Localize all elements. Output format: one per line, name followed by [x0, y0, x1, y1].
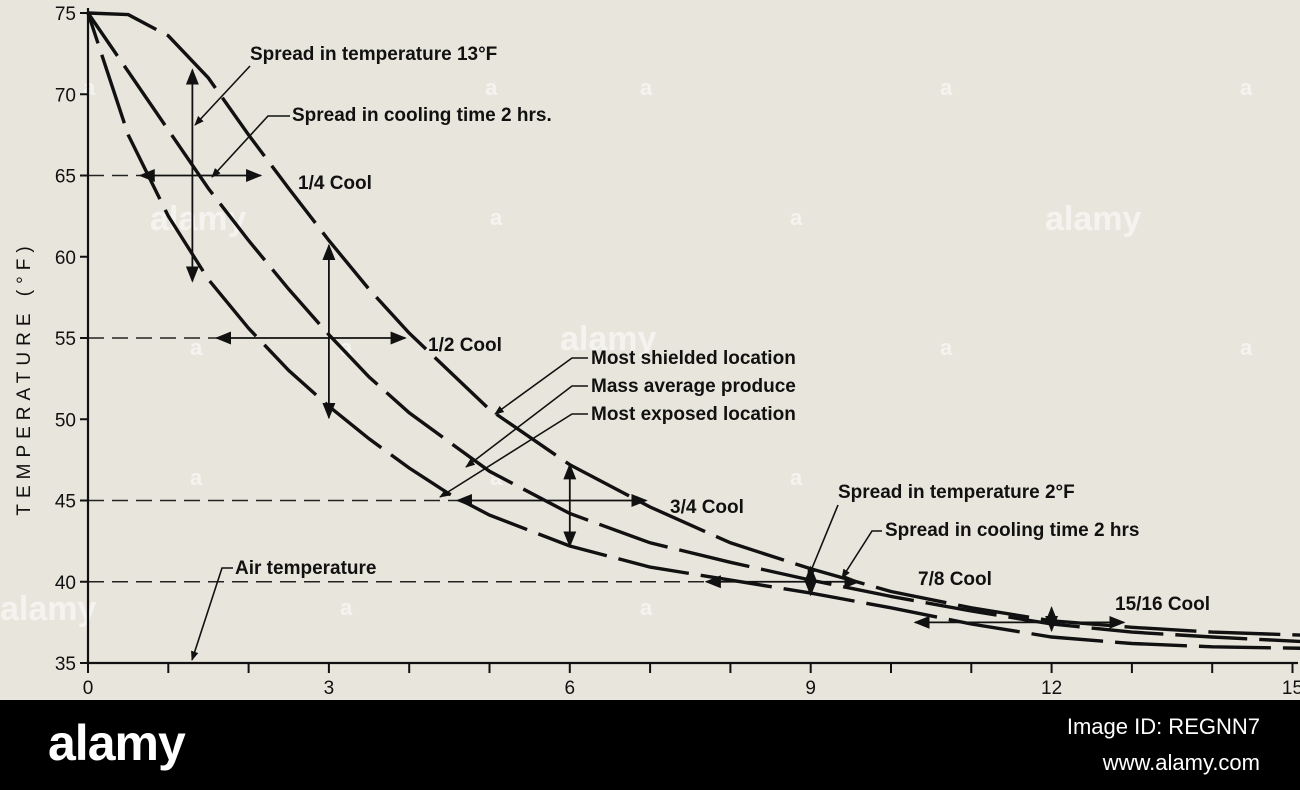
- watermark-mark: a: [190, 465, 203, 490]
- annotation-text: Mass average produce: [591, 376, 796, 397]
- fraction-cool-label: 15/16 Cool: [1115, 594, 1210, 615]
- y-axis-label-group: TEMPERATURE (°F): [14, 240, 35, 515]
- x-tick-label: 15: [1282, 678, 1300, 699]
- annotation-text: Air temperature: [235, 558, 377, 579]
- watermark-mark: a: [940, 335, 953, 360]
- reference-lines: [88, 169, 1126, 629]
- leader-line: [807, 504, 839, 579]
- image-id-text: Image ID: REGNN7: [1066, 714, 1260, 739]
- watermark-mark: a: [490, 205, 503, 230]
- y-tick-label: 60: [55, 248, 76, 269]
- watermark-mark: a: [485, 75, 498, 100]
- annotation-text: Spread in temperature 13°F: [250, 44, 497, 65]
- x-tick-label: 0: [83, 678, 94, 699]
- leader-line: [191, 567, 233, 661]
- site-url[interactable]: www.alamy.com: [1102, 750, 1260, 775]
- axes: 35 40 45 50 55 60 65 70 75 0 3 6 9 12 15 TEMPERATURE (°…: [14, 4, 1300, 699]
- series-line: [86, 12, 1300, 644]
- y-tick-label: 45: [55, 492, 76, 513]
- y-tick-label: 55: [55, 329, 76, 350]
- series-line: [87, 11, 1300, 637]
- leader-line: [211, 115, 290, 178]
- y-tick-label: 65: [55, 167, 76, 188]
- watermark-mark: a: [190, 335, 203, 360]
- annotation-text: Spread in cooling time 2 hrs.: [292, 105, 552, 126]
- y-tick-label: 40: [55, 573, 76, 594]
- footer-bar: alamy Image ID: REGNN7 www.alamy.com: [0, 700, 1300, 790]
- x-tick-label: 12: [1041, 678, 1062, 699]
- series-line: [86, 12, 1300, 650]
- watermark-text: alamy: [560, 320, 656, 358]
- watermark-mark: a: [640, 75, 653, 100]
- fraction-cool-label: 1/4 Cool: [298, 173, 372, 194]
- leader-line: [465, 385, 588, 468]
- series-curves: [86, 11, 1300, 650]
- y-tick-label: 70: [55, 85, 76, 106]
- spread-markers: [185, 68, 1059, 633]
- watermark-mark: a: [640, 595, 653, 620]
- watermark-text: alamy: [1045, 200, 1141, 238]
- leader-line: [841, 530, 882, 579]
- fraction-cool-label: 7/8 Cool: [918, 569, 992, 590]
- fraction-cool-label: 3/4 Cool: [670, 497, 744, 518]
- annotation-text: Most exposed location: [591, 404, 796, 425]
- leader-line: [194, 65, 251, 126]
- x-tick-label: 3: [324, 678, 335, 699]
- watermark-mark: a: [1240, 335, 1253, 360]
- watermark-mark: a: [340, 595, 353, 620]
- x-tick-label: 6: [565, 678, 576, 699]
- watermark-mark: a: [790, 205, 803, 230]
- y-tick-label: 50: [55, 410, 76, 431]
- watermark-mark: a: [940, 75, 953, 100]
- annotation-text: Most shielded location: [591, 348, 796, 369]
- watermark-text: alamy: [0, 590, 96, 628]
- y-tick-label: 75: [55, 4, 76, 25]
- watermark-mark: a: [83, 75, 96, 100]
- annotations: 1/4 Cool 1/2 Cool 3/4 Cool 7/8 Cool 15/16 Co…: [191, 44, 1210, 661]
- annotation-text: Spread in temperature 2°F: [838, 482, 1075, 503]
- annotation-text: Spread in cooling time 2 hrs: [885, 520, 1139, 541]
- leader-line: [494, 357, 588, 415]
- y-tick-label: 35: [55, 654, 76, 675]
- x-tick-label: 9: [805, 678, 816, 699]
- fraction-cool-label: 1/2 Cool: [428, 335, 502, 356]
- watermark-mark: a: [1240, 75, 1253, 100]
- y-axis-label: TEMPERATURE (°F): [14, 240, 35, 515]
- watermark-mark: a: [790, 465, 803, 490]
- footer-logo: alamy: [48, 715, 186, 771]
- leader-line: [439, 413, 588, 498]
- watermark-mark: a: [490, 465, 503, 490]
